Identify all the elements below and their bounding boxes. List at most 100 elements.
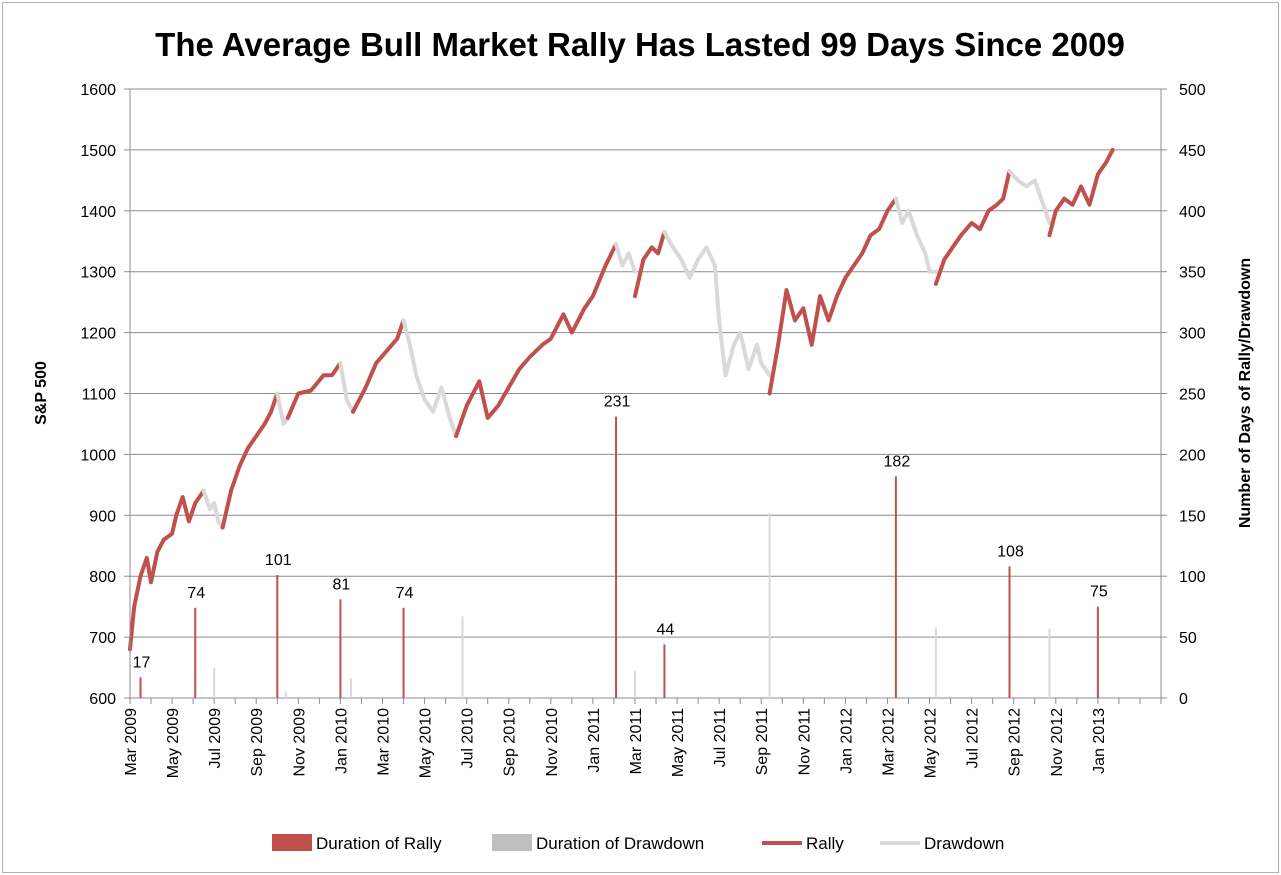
right-tick-label: 300 [1179,326,1206,343]
x-tick-label: Nov 2010 [544,708,561,777]
drawdown-duration-bar [284,691,287,698]
bar-value-label: 231 [604,394,631,411]
x-tick-label: May 2012 [923,708,940,778]
legend-label: Duration of Drawdown [536,834,704,853]
left-tick-label: 1000 [80,447,116,464]
right-tick-label: 350 [1179,265,1206,282]
gridlines [130,88,1161,699]
right-y-ticks: 0 50 100 150 200 250 300 350 400 450 500 [1161,82,1206,708]
legend: Duration of Rally Duration of Drawdown Ral… [272,834,1004,853]
left-tick-label: 1400 [80,204,116,221]
drawdown-duration-bar [633,671,636,698]
bar-value-label: 74 [396,585,414,602]
left-tick-label: 900 [89,508,116,525]
x-tick-label: May 2009 [165,708,182,778]
x-tick-label: May 2011 [670,708,687,777]
drawdown-duration-bar [934,627,937,698]
bar-value-label: 44 [657,621,675,638]
bar-value-label: 74 [187,585,205,602]
x-tick-label: Jul 2009 [207,708,224,769]
drawdown-line-segment [1007,169,1052,225]
left-tick-label: 1300 [80,265,116,282]
x-tick-label: Sep 2012 [1007,708,1024,777]
rally-line-segment [128,488,206,652]
rally-line-segment [633,230,667,299]
x-tick-label: Mar 2011 [628,708,645,775]
rally-line-segment [454,242,618,439]
x-tick-label: Jul 2011 [712,708,729,767]
drawdown-line-segment [201,488,225,530]
duration-bars [139,416,1099,698]
x-tick-label: Jan 2013 [1091,708,1108,774]
rally-duration-bar [139,677,142,698]
legend-label: Rally [806,834,844,853]
rally-duration-bar [663,644,666,698]
x-tick-label: Jul 2012 [965,708,982,769]
drawdown-line-segment [614,242,637,274]
drawdown-duration-bar [768,512,771,698]
left-tick-label: 1500 [80,143,116,160]
legend-label: Duration of Rally [316,834,442,853]
bar-value-labels: 17 74 101 81 74 231 44 182 108 75 [133,394,1108,672]
rally-duration-bar [1096,606,1099,698]
x-tick-label: Jan 2010 [333,708,350,774]
right-tick-label: 450 [1179,143,1206,160]
drawdown-line-segment [893,196,938,274]
x-tick-label: Nov 2009 [291,708,308,777]
x-tick-label: Mar 2010 [375,708,392,776]
drawdown-line-segment [662,230,772,378]
rally-duration-bar [339,599,342,698]
x-tick-label: Sep 2011 [754,708,771,775]
left-tick-label: 700 [89,630,116,647]
right-tick-label: 150 [1179,508,1206,525]
left-axis-title: S&P 500 [33,361,50,425]
bar-value-label: 108 [997,543,1024,560]
right-tick-label: 400 [1179,204,1206,221]
x-tick-label: Nov 2011 [796,708,813,775]
drawdown-duration-bar [1048,628,1051,698]
x-tick-label: Sep 2010 [502,708,519,777]
drawdown-line-segment [338,361,355,414]
chart-title: The Average Bull Market Rally Has Lasted… [155,26,1125,63]
left-tick-label: 1200 [80,326,116,343]
bar-value-label: 75 [1090,584,1108,601]
x-tick-label: Jan 2011 [586,708,603,773]
right-tick-label: 0 [1179,691,1188,708]
legend-swatch-bar [272,834,312,851]
right-tick-label: 100 [1179,569,1206,586]
bar-value-label: 101 [265,552,292,569]
sp500-lines [128,147,1115,652]
drawdown-line-segment [275,391,290,426]
rally-line-segment [767,196,898,396]
x-tick-label: May 2010 [418,708,435,778]
right-tick-label: 500 [1179,82,1206,99]
right-tick-label: 50 [1179,630,1197,647]
x-ticks: Mar 2009 May 2009 Jul 2009 Sep 2009 Nov 2009… [123,698,1162,778]
right-tick-label: 250 [1179,387,1206,404]
x-tick-label: Mar 2012 [880,708,897,776]
left-tick-label: 1100 [82,387,117,404]
drawdown-duration-bar [461,616,464,698]
rally-duration-bar [402,607,405,698]
rally-duration-bar [615,416,618,698]
rally-duration-bar [894,476,897,698]
left-tick-label: 600 [89,691,116,708]
legend-label: Drawdown [924,834,1004,853]
drawdown-line-segment [401,318,459,439]
rally-line-segment [933,169,1012,286]
bar-value-label: 81 [333,576,351,593]
x-tick-label: Nov 2012 [1049,708,1066,777]
x-tick-label: Jan 2012 [838,708,855,774]
rally-duration-bar [1008,566,1011,698]
x-tick-label: Sep 2009 [249,708,266,777]
left-y-ticks: 600 700 800 900 1000 1100 1200 1300 1400 1500 1600 [80,82,130,708]
left-tick-label: 800 [89,569,116,586]
right-axis-title: Number of Days of Rally/Drawdown [1237,258,1254,528]
drawdown-duration-bar [349,678,352,698]
left-tick-label: 1600 [80,82,116,99]
bar-value-label: 17 [133,654,151,671]
x-tick-label: Jul 2010 [460,708,477,769]
drawdown-duration-bar [213,667,216,698]
